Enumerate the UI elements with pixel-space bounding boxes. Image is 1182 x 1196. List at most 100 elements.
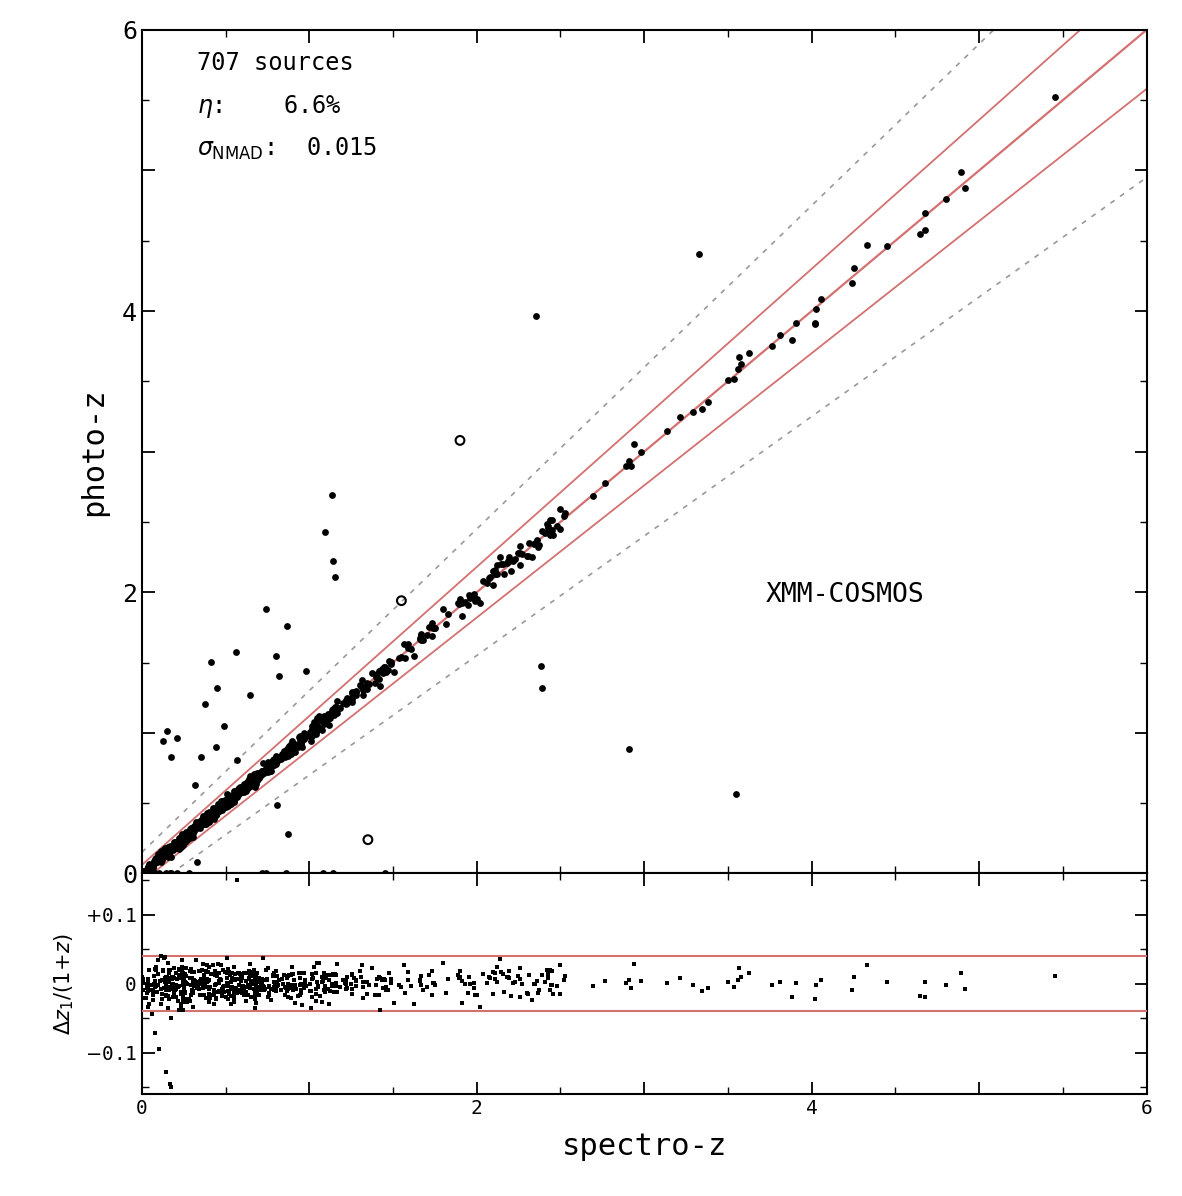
Point (434, 954, 453, 974)
Point (206, 800, 225, 819)
Point (247, 984, 266, 1003)
Point (155, 948, 174, 968)
Point (404, 646, 423, 665)
Point (207, 988, 226, 1007)
Point (252, 764, 271, 783)
Point (370, 986, 389, 1005)
Point (233, 984, 252, 1003)
Point (167, 987, 186, 1006)
Point (236, 991, 255, 1011)
Point (158, 843, 177, 862)
Point (234, 780, 253, 799)
Point (952, 963, 970, 982)
Point (365, 986, 384, 1005)
Point (422, 627, 441, 646)
Point (314, 963, 333, 982)
Point (337, 968, 356, 987)
Point (157, 842, 176, 861)
Point (246, 774, 265, 793)
Point (326, 702, 345, 721)
Point (162, 864, 181, 883)
Point (207, 966, 226, 986)
Point (248, 768, 267, 787)
Point (174, 991, 193, 1011)
Point (501, 986, 520, 1005)
Point (177, 823, 196, 842)
Point (288, 737, 307, 756)
Point (226, 964, 245, 983)
Point (212, 956, 230, 975)
Point (236, 775, 255, 794)
Point (511, 987, 530, 1006)
Point (252, 975, 271, 994)
Point (193, 975, 212, 994)
Point (282, 958, 301, 977)
Point (196, 562, 215, 581)
Point (154, 960, 173, 980)
Point (229, 983, 248, 1002)
Point (583, 976, 602, 995)
Point (512, 974, 531, 993)
Point (240, 969, 259, 988)
Point (323, 976, 342, 995)
Point (459, 984, 478, 1003)
Point (375, 969, 394, 988)
Point (138, 858, 157, 877)
Point (382, 652, 401, 671)
Point (301, 725, 320, 744)
Point (453, 994, 472, 1013)
Point (247, 770, 266, 789)
Point (158, 842, 177, 861)
Point (217, 792, 236, 811)
Point (208, 803, 227, 822)
Point (174, 971, 193, 990)
Point (543, 520, 561, 539)
Point (235, 780, 254, 799)
Point (184, 820, 203, 840)
Point (225, 989, 243, 1008)
Point (175, 980, 194, 999)
Point (184, 972, 203, 991)
Point (189, 974, 208, 993)
Point (195, 812, 214, 831)
Point (323, 486, 342, 505)
Point (180, 828, 199, 847)
Point (246, 970, 265, 989)
Point (249, 769, 268, 788)
Point (145, 849, 164, 868)
Point (171, 999, 190, 1018)
Point (225, 993, 243, 1012)
Point (343, 965, 362, 984)
Point (267, 751, 286, 770)
Point (174, 964, 193, 983)
Point (200, 803, 219, 822)
Point (305, 713, 324, 732)
Point (508, 966, 527, 986)
Point (170, 829, 189, 848)
Point (485, 970, 504, 989)
Point (174, 826, 193, 846)
Point (297, 816, 316, 835)
Point (241, 964, 260, 983)
Point (145, 854, 164, 873)
Point (264, 751, 282, 770)
Point (168, 728, 187, 748)
Point (150, 848, 169, 867)
Point (296, 975, 314, 994)
Point (246, 765, 265, 785)
Point (325, 697, 344, 716)
Point (530, 535, 548, 554)
Point (160, 972, 178, 991)
Point (175, 966, 194, 986)
Point (164, 835, 183, 854)
Point (284, 733, 303, 752)
Point (171, 984, 190, 1003)
Point (202, 965, 221, 984)
Point (414, 631, 433, 651)
Point (306, 986, 325, 1005)
Point (284, 739, 303, 758)
Point (189, 816, 208, 835)
Point (278, 824, 297, 843)
Point (314, 981, 333, 1000)
Point (422, 962, 441, 981)
